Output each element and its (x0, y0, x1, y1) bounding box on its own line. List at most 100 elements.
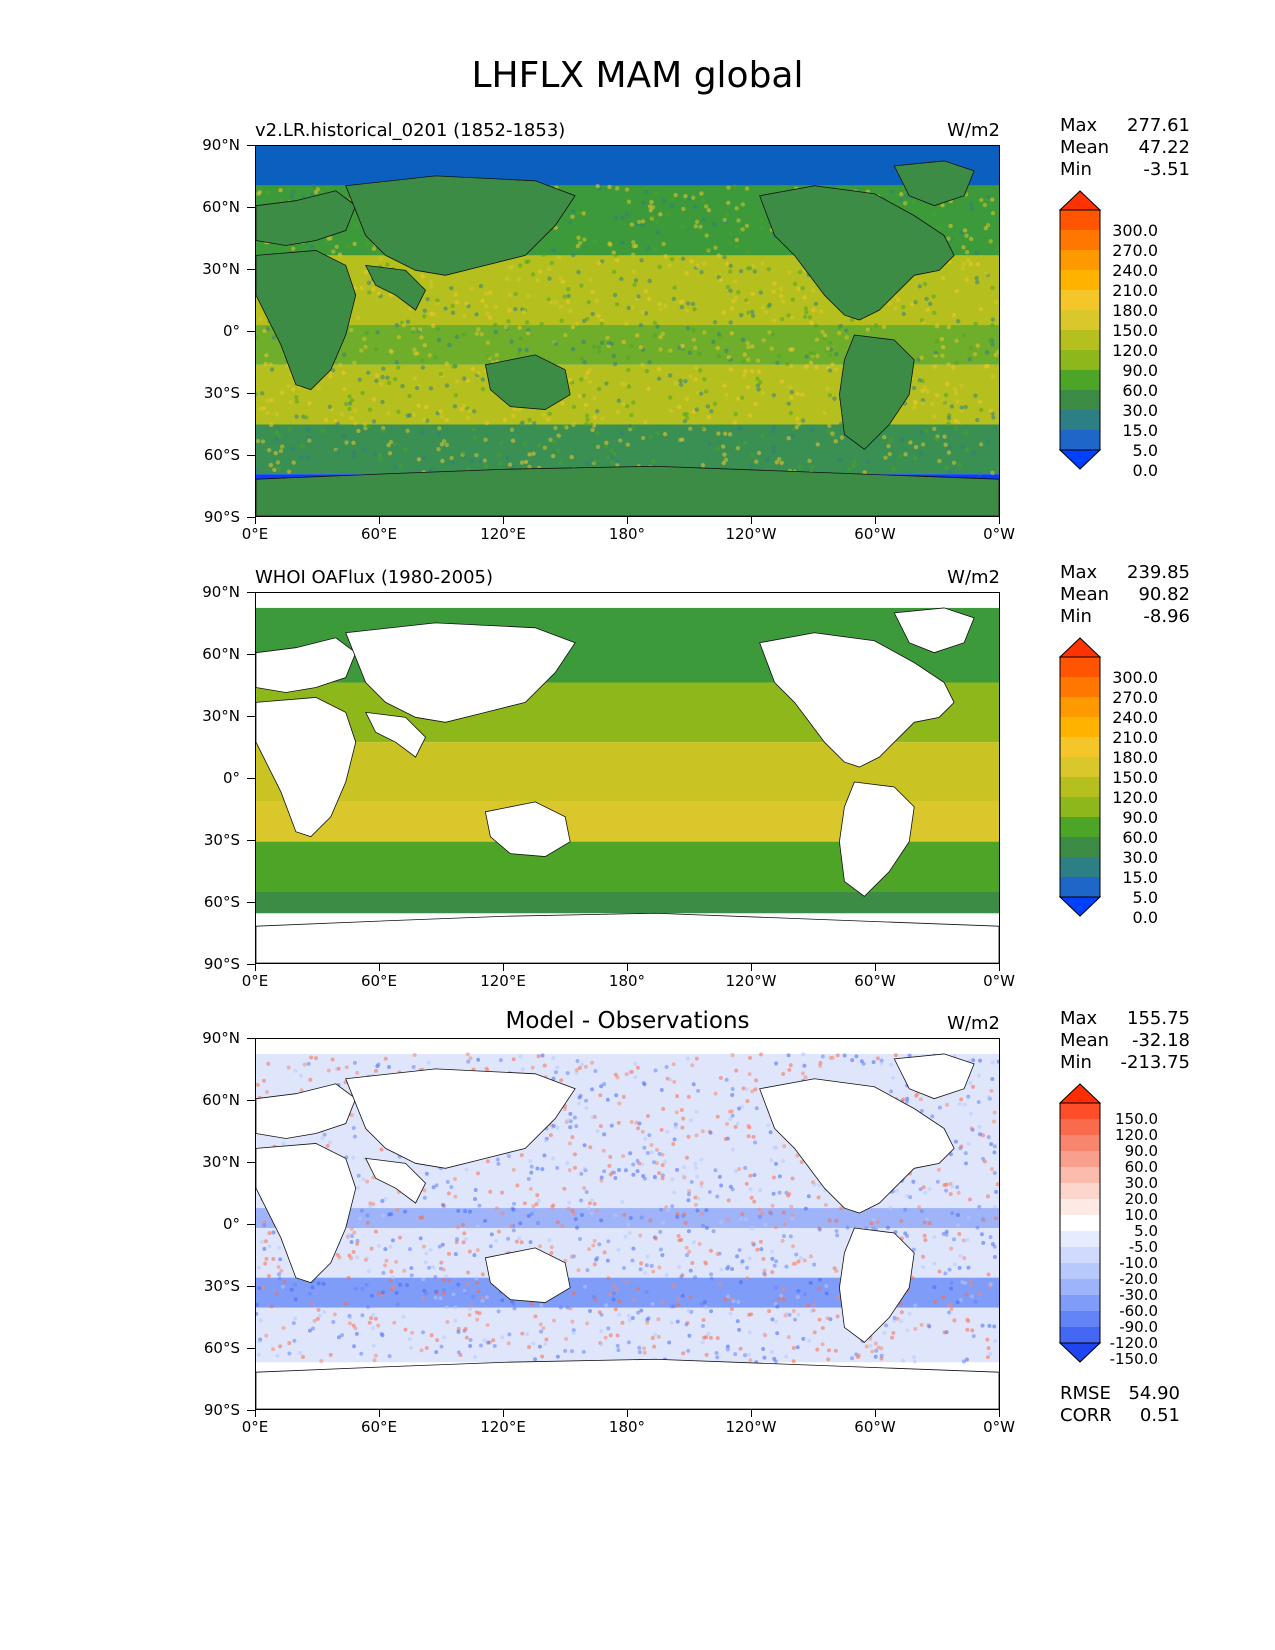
colorbar-segment (1060, 1199, 1100, 1216)
y-tick-label: 30°N (202, 1153, 240, 1171)
x-tick-label: 60°W (854, 972, 896, 990)
y-tick (247, 1410, 255, 1411)
colorbar-tick-label: 180.0 (1112, 748, 1158, 767)
x-tick-label: 60°W (854, 1418, 896, 1436)
colorbar-tick-label: 60.0 (1122, 828, 1158, 847)
error-metrics: RMSE 54.90 CORR 0.51 (1060, 1383, 1180, 1427)
colorbar-tick-label: -20.0 (1119, 1270, 1158, 1288)
colorbar-segment (1060, 1135, 1100, 1152)
x-tick (255, 964, 256, 971)
stat-label: Min (1060, 159, 1092, 180)
summary-stats: Max 155.75 Mean -32.18 Min -213.75 (1060, 1008, 1190, 1074)
stat-row: Mean -32.18 (1060, 1030, 1190, 1052)
colorbar-tick-label: 20.0 (1124, 1190, 1158, 1208)
stat-label: Max (1060, 1008, 1098, 1029)
y-tick-label: 90°S (203, 1401, 240, 1419)
polar-band-north (256, 146, 999, 186)
stat-value: -3.51 (1143, 159, 1190, 180)
colorbar-tick-label: 210.0 (1112, 728, 1158, 747)
y-tick (247, 393, 255, 394)
land-mass-6 (365, 711, 427, 758)
units-label: W/m2 (947, 120, 1000, 141)
x-tick (627, 1410, 628, 1417)
colorbar-segment (1060, 210, 1100, 231)
equatorial-band (256, 1208, 999, 1228)
y-tick-label: 0° (222, 1215, 240, 1233)
x-tick (503, 517, 504, 524)
colorbar-extend-min (1058, 449, 1102, 470)
x-tick (875, 964, 876, 971)
colorbar-tick-label: 240.0 (1112, 708, 1158, 727)
x-tick-label: 120°E (480, 972, 526, 990)
map-panel-1: v2.LR.historical_0201 (1852-1853) W/m2 90°… (0, 115, 1275, 585)
y-tick-label: 60°S (203, 893, 240, 911)
map-canvas (256, 593, 999, 963)
x-tick-label: 120°W (725, 972, 777, 990)
land-mass-7 (484, 354, 571, 410)
land-mass-8 (256, 1358, 999, 1409)
x-tick-label: 60°E (360, 972, 398, 990)
x-tick-label: 60°E (360, 525, 398, 543)
band-southern (256, 891, 999, 914)
colorbar-tick-label: 90.0 (1124, 1142, 1158, 1160)
map-canvas (256, 146, 999, 516)
colorbar-segment (1060, 757, 1100, 778)
colorbar-tick-label: 300.0 (1112, 668, 1158, 687)
colorbar-segment (1060, 1103, 1100, 1120)
colorbar-tick-label: 30.0 (1122, 401, 1158, 420)
y-tick-label: 30°N (202, 707, 240, 725)
x-tick (503, 1410, 504, 1417)
colorbar-tick-label: 240.0 (1112, 261, 1158, 280)
x-tick (255, 1410, 256, 1417)
colorbar-tick-label: 90.0 (1122, 808, 1158, 827)
x-tick-label: 180° (608, 972, 646, 990)
x-tick-label: 120°W (725, 525, 777, 543)
colorbar-extend-min (1058, 896, 1102, 917)
land-mass-1 (893, 1053, 975, 1100)
colorbar-tick-label: 0.0 (1132, 461, 1158, 480)
y-tick (247, 1100, 255, 1101)
stat-row: Min -8.96 (1060, 606, 1190, 628)
y-tick (247, 331, 255, 332)
colorbar-segment (1060, 230, 1100, 251)
y-tick-label: 90°S (203, 508, 240, 526)
colorbar-tick-label: 180.0 (1112, 301, 1158, 320)
x-tick (379, 1410, 380, 1417)
y-tick-label: 60°S (203, 446, 240, 464)
land-mass-1 (893, 160, 975, 207)
colorbar-segment (1060, 797, 1100, 818)
stat-row: Max 155.75 (1060, 1008, 1190, 1030)
map-plot (255, 592, 1000, 964)
colorbar-tick-label: 60.0 (1124, 1158, 1158, 1176)
land-mass-2 (839, 781, 915, 897)
stat-row: Min -3.51 (1060, 159, 1190, 181)
colorbar-tick-label: -60.0 (1119, 1302, 1158, 1320)
map-plot (255, 145, 1000, 517)
x-tick (751, 1410, 752, 1417)
land-mass-3 (256, 1083, 357, 1139)
colorbar-tick-label: 90.0 (1122, 361, 1158, 380)
summary-stats: Max 277.61 Mean 47.22 Min -3.51 (1060, 115, 1190, 181)
y-tick-label: 60°N (202, 198, 240, 216)
stat-value: -32.18 (1131, 1030, 1190, 1051)
land-mass-5 (345, 622, 576, 723)
colorbar-tick-label: 0.0 (1132, 908, 1158, 927)
x-tick-label: 0°W (983, 525, 1015, 543)
land-mass-7 (484, 801, 571, 857)
colorbar-segment (1060, 1231, 1100, 1248)
y-tick-label: 90°N (202, 1029, 240, 1047)
stat-value: 90.82 (1138, 584, 1190, 605)
y-tick-label: 90°S (203, 955, 240, 973)
metric-label: CORR (1060, 1405, 1112, 1426)
x-tick (255, 517, 256, 524)
colorbar-segment (1060, 250, 1100, 271)
colorbar-extend-min (1058, 1342, 1102, 1363)
summary-stats: Max 239.85 Mean 90.82 Min -8.96 (1060, 562, 1190, 628)
colorbar-tick-label: 5.0 (1132, 441, 1158, 460)
colorbar-tick-label: 5.0 (1132, 888, 1158, 907)
colorbar-tick-label: -90.0 (1119, 1318, 1158, 1336)
y-tick (247, 517, 255, 518)
colorbar-segment (1060, 350, 1100, 371)
y-tick-label: 90°N (202, 583, 240, 601)
colorbar-segment (1060, 1295, 1100, 1312)
